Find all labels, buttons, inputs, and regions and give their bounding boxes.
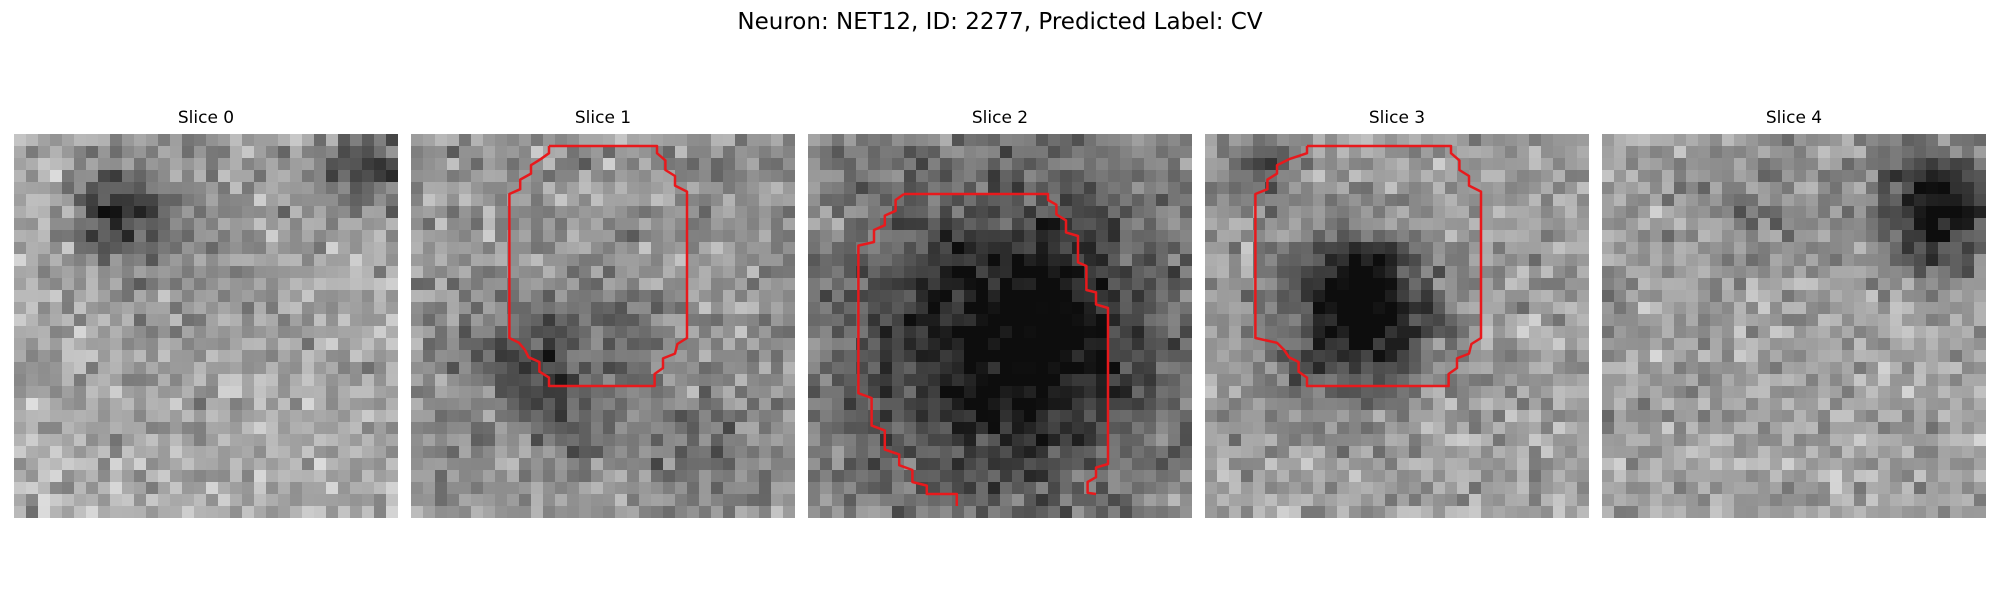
slice-2-image	[808, 134, 1192, 518]
slice-1-contour	[508, 144, 689, 388]
slice-1-image	[411, 134, 795, 518]
slice-panel-1: Slice 1	[411, 108, 795, 518]
slice-2-title: Slice 2	[971, 108, 1029, 128]
slice-4-image	[1602, 134, 1986, 518]
slice-0-image	[14, 134, 398, 518]
slice-panel-2: Slice 2	[808, 108, 1192, 518]
slice-panel-4: Slice 4	[1602, 108, 1986, 518]
slice-panel-0: Slice 0	[14, 108, 398, 518]
slice-2-contour	[904, 192, 1110, 496]
slice-4-title: Slice 4	[1765, 108, 1823, 128]
slice-2-contour-left	[857, 192, 959, 506]
slice-panel-3: Slice 3	[1205, 108, 1589, 518]
slice-1-title: Slice 1	[574, 108, 632, 128]
slice-3-contour	[1254, 144, 1483, 388]
slice-3-title: Slice 3	[1368, 108, 1426, 128]
pixel-grid	[14, 134, 398, 518]
pixel-grid	[1205, 134, 1589, 518]
slice-0-title: Slice 0	[177, 108, 235, 128]
slice-3-image	[1205, 134, 1589, 518]
pixel-grid	[411, 134, 795, 518]
figure-title: Neuron: NET12, ID: 2277, Predicted Label…	[737, 9, 1263, 35]
pixel-grid	[1602, 134, 1986, 518]
pixel-grid	[808, 134, 1192, 518]
